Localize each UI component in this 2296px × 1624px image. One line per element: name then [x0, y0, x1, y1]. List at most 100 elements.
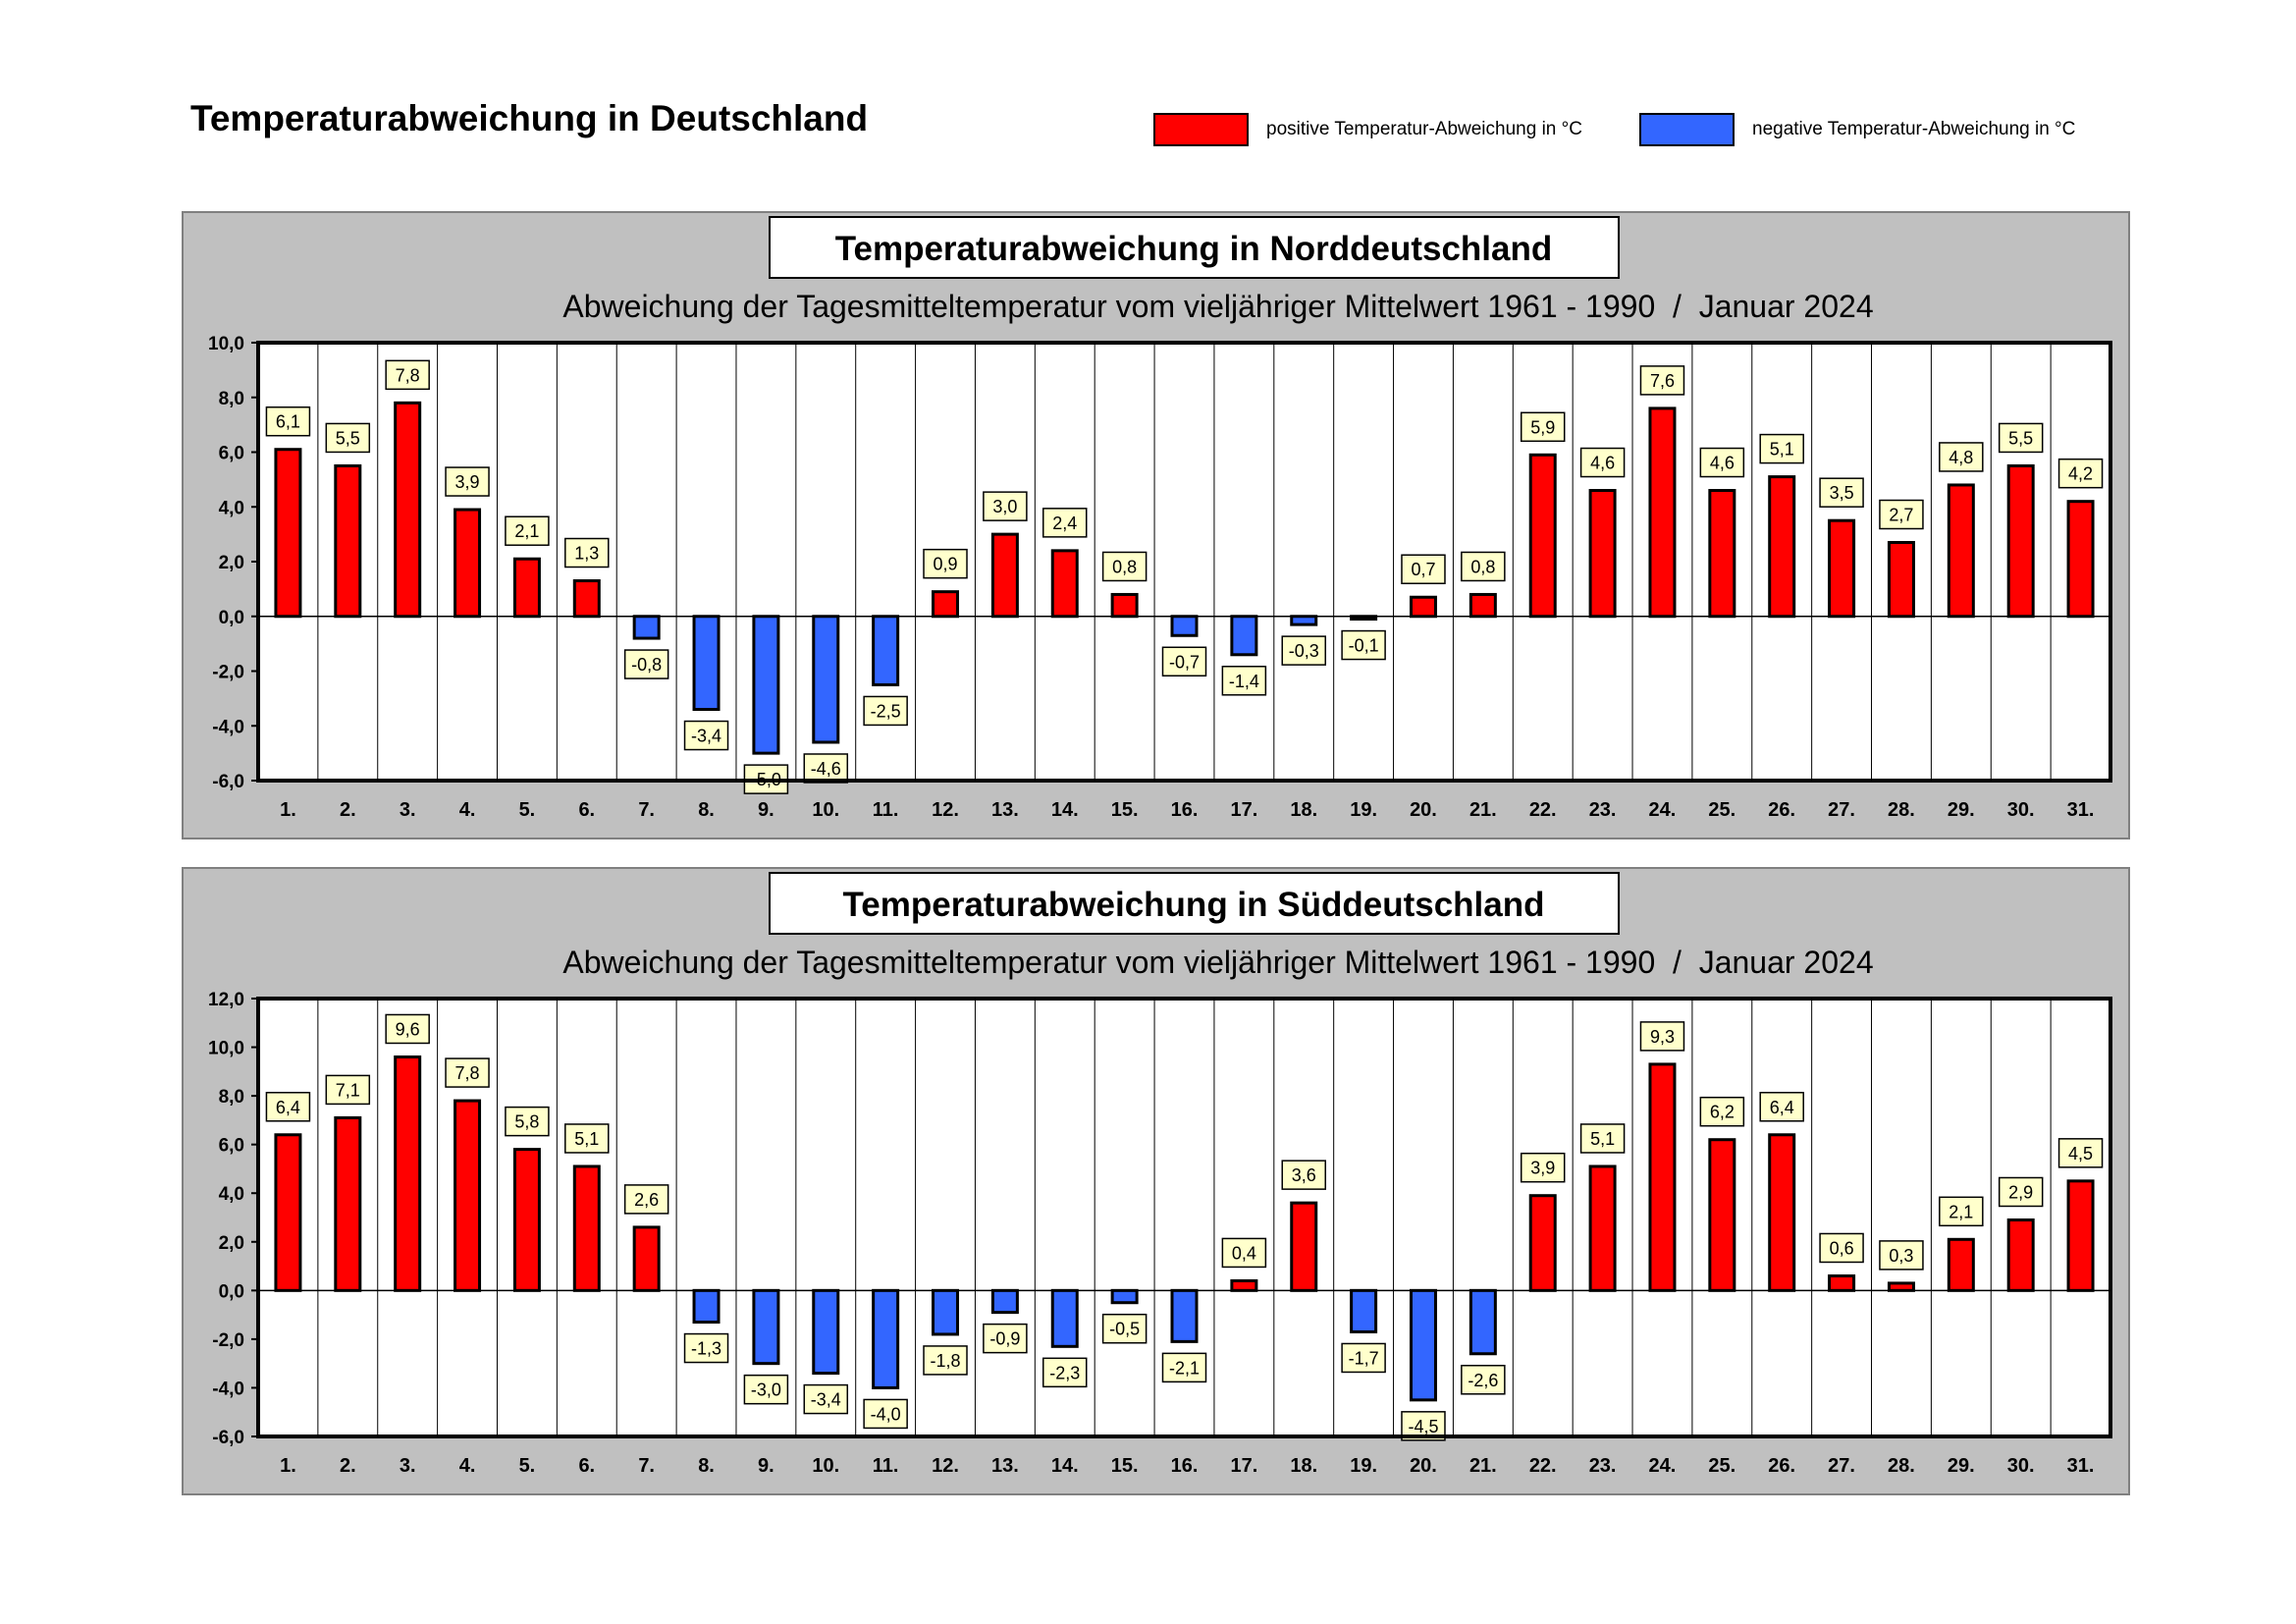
bar: [334, 1115, 362, 1292]
data-label-box: [1639, 1021, 1685, 1052]
bar: [812, 615, 840, 744]
data-label: 7,8: [455, 1063, 480, 1083]
bar: [1230, 615, 1258, 657]
bar: [692, 615, 721, 712]
y-tick-label: 6,0: [219, 444, 244, 464]
data-label-box: [1341, 629, 1386, 661]
data-label: 2,9: [2008, 1182, 2033, 1202]
data-label: 3,9: [1530, 1159, 1555, 1178]
data-label: -4,0: [871, 1404, 901, 1424]
bar: [1350, 615, 1378, 622]
data-label-box: [1520, 411, 1566, 443]
bar: [512, 1148, 541, 1292]
x-tick-label: 20.: [1410, 799, 1437, 821]
data-label-box: [1520, 1152, 1566, 1183]
data-label: -0,5: [1109, 1320, 1140, 1339]
data-label-box: [863, 695, 908, 727]
data-label: -3,0: [751, 1380, 781, 1400]
x-tick-label: 21.: [1469, 1455, 1497, 1477]
y-tick-label: 2,0: [219, 1233, 244, 1254]
data-label-box: [265, 406, 311, 437]
x-tick-label: 23.: [1589, 1455, 1617, 1477]
y-tick-label: -2,0: [212, 663, 244, 683]
bar: [752, 615, 780, 755]
data-label: 4,6: [1590, 454, 1615, 473]
x-tick-label: 16.: [1171, 1455, 1199, 1477]
data-label-box: [1042, 508, 1088, 538]
bar: [512, 557, 541, 619]
x-tick-label: 5.: [519, 799, 536, 821]
x-tick-label: 17.: [1230, 1455, 1257, 1477]
x-tick-label: 6.: [578, 799, 595, 821]
data-label-box: [983, 1323, 1028, 1354]
data-label-box: [1579, 447, 1626, 478]
bar: [1170, 1288, 1199, 1343]
x-tick-label: 4.: [459, 799, 476, 821]
data-label: 6,1: [276, 412, 300, 432]
x-tick-label: 4.: [459, 1455, 476, 1477]
x-tick-label: 21.: [1469, 799, 1497, 821]
data-label-box: [1819, 477, 1864, 508]
x-tick-label: 31.: [2067, 799, 2095, 821]
bar: [1528, 453, 1557, 619]
bar: [632, 615, 661, 640]
data-label-box: [564, 537, 610, 568]
data-label-box: [1161, 1352, 1207, 1383]
x-tick-label: 29.: [1948, 1455, 1975, 1477]
data-label: 3,0: [992, 497, 1017, 516]
x-tick-label: 20.: [1410, 1455, 1437, 1477]
x-tick-label: 9.: [758, 1455, 774, 1477]
data-label-box: [1759, 1092, 1804, 1122]
plot-border: [256, 997, 2112, 1438]
data-label: 0,8: [1470, 557, 1495, 576]
chart-title-box: [769, 216, 1620, 279]
data-label-box: [385, 359, 430, 391]
data-label: 6,4: [1770, 1098, 1794, 1117]
data-label: 7,8: [396, 365, 420, 385]
x-tick-label: 24.: [1649, 799, 1677, 821]
chart-nord: Temperaturabweichung in Norddeutschland A…: [208, 216, 2112, 821]
data-label-box: [923, 548, 968, 579]
data-label: -1,7: [1349, 1348, 1379, 1368]
data-label-box: [445, 1057, 490, 1088]
data-label-box: [803, 1383, 849, 1415]
data-label: -0,9: [989, 1329, 1020, 1349]
data-label: -2,6: [1468, 1371, 1498, 1390]
x-tick-label: 12.: [932, 1455, 959, 1477]
data-label-box: [1998, 422, 2044, 454]
data-label-box: [683, 1332, 729, 1364]
legend-swatch-negative: [1639, 113, 1735, 146]
y-tick-label: 8,0: [219, 389, 244, 409]
data-label: 4,5: [2068, 1144, 2093, 1164]
bar: [2066, 500, 2095, 619]
data-label: 2,1: [514, 521, 539, 541]
page-title: Temperaturabweichung in Deutschland: [190, 98, 869, 138]
bar: [1768, 475, 1796, 619]
x-tick-label: 17.: [1230, 799, 1257, 821]
data-label: 6,2: [1710, 1103, 1735, 1122]
bar: [2006, 1218, 2035, 1292]
plot-border: [256, 341, 2112, 783]
data-label-box: [1461, 1365, 1506, 1395]
data-label: 5,5: [336, 428, 360, 448]
data-label: 2,6: [634, 1190, 659, 1210]
bar: [1230, 1278, 1258, 1292]
data-label-box: [1101, 1313, 1148, 1344]
legend-label-negative: negative Temperatur-Abweichung in °C: [1752, 119, 2076, 139]
bar: [872, 1288, 900, 1389]
data-label: -3,4: [811, 1390, 841, 1410]
data-label-box: [623, 1184, 669, 1215]
bar: [812, 1288, 840, 1376]
data-label: 0,9: [934, 555, 958, 574]
data-label: 7,6: [1650, 371, 1675, 391]
data-label-box: [1699, 1096, 1745, 1127]
data-label-box: [1461, 551, 1506, 582]
x-tick-label: 18.: [1290, 799, 1317, 821]
bar: [1409, 595, 1437, 619]
data-label-box: [623, 649, 669, 679]
data-label: 6,4: [276, 1098, 300, 1117]
bar: [1409, 1288, 1437, 1402]
bar: [1768, 1133, 1796, 1292]
data-label-box: [1221, 1237, 1267, 1269]
bar: [2066, 1179, 2095, 1292]
